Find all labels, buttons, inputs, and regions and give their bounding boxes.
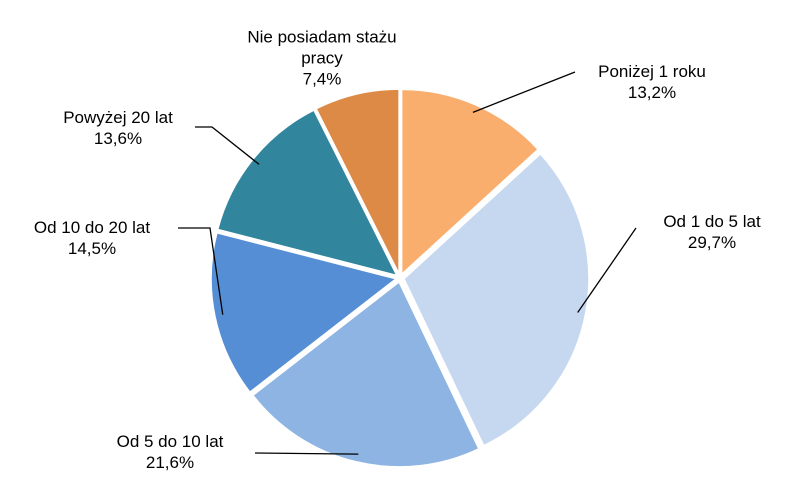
value-label: 21,6% xyxy=(145,453,195,472)
slice-label: Powyżej 20 lat 13,6% xyxy=(28,107,208,149)
leader-line xyxy=(254,452,359,455)
value-label: 13,2% xyxy=(627,83,677,102)
pie-slice xyxy=(315,88,400,275)
category-label: Od 1 do 5 lat xyxy=(663,212,761,231)
category-label: Nie posiadam stażu pracy xyxy=(247,27,397,68)
slice-label: Od 1 do 5 lat 29,7% xyxy=(627,211,792,253)
pie-slice xyxy=(400,88,540,277)
slice-label: Poniżej 1 roku 13,2% xyxy=(567,61,737,103)
value-label: 13,6% xyxy=(93,129,143,148)
value-label: 7,4% xyxy=(302,69,342,89)
category-label: Powyżej 20 lat xyxy=(63,108,173,127)
pie-slice xyxy=(210,231,398,394)
leader-line xyxy=(577,227,637,313)
leader-line xyxy=(195,126,260,165)
leader-line xyxy=(472,71,576,113)
slice-label: Od 10 do 20 lat 14,5% xyxy=(7,217,177,259)
slice-label: Nie posiadam stażu pracy 7,4% xyxy=(242,27,402,90)
category-label: Poniżej 1 roku xyxy=(598,62,706,81)
category-label: Od 5 do 10 lat xyxy=(116,432,224,451)
pie-slice xyxy=(251,280,480,468)
value-label: 14,5% xyxy=(67,239,117,258)
pie-slice xyxy=(403,152,590,447)
slice-label: Od 5 do 10 lat 21,6% xyxy=(80,431,260,473)
leader-line xyxy=(178,227,224,315)
value-label: 29,7% xyxy=(687,233,737,252)
category-label: Od 10 do 20 lat xyxy=(33,218,151,237)
